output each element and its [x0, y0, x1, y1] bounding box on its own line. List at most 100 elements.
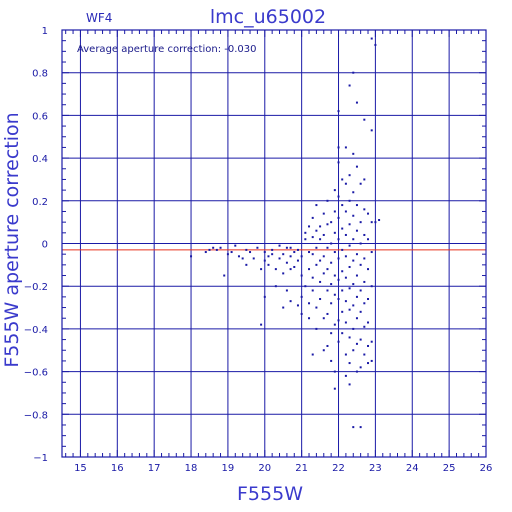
data-point [352, 71, 355, 74]
data-point [344, 276, 347, 279]
x-tick-label: 20 [258, 463, 271, 474]
data-point [319, 225, 322, 228]
y-tick-labels: −1 −0.8 −0.6 −0.4 −0.2 0 0.2 0.4 0.6 0.8 1 [24, 26, 48, 464]
data-point [367, 212, 370, 215]
data-point [348, 265, 351, 268]
data-point [367, 298, 370, 301]
y-tick-label: −0.6 [24, 368, 48, 379]
x-tick-label: 15 [74, 463, 87, 474]
data-point [322, 255, 325, 258]
data-point [355, 342, 358, 345]
y-tick-label: −0.2 [24, 282, 48, 293]
data-point [352, 214, 355, 217]
data-point [330, 332, 333, 335]
data-point [348, 244, 351, 247]
data-point [341, 204, 344, 207]
data-point [344, 255, 347, 258]
data-point [348, 174, 351, 177]
data-point [267, 263, 270, 266]
data-point [355, 253, 358, 256]
data-point [337, 161, 340, 164]
y-tick-label: 0.8 [32, 69, 48, 80]
data-point [352, 152, 355, 155]
data-point [245, 263, 248, 266]
data-point [337, 195, 340, 198]
data-point [322, 272, 325, 275]
data-point [337, 257, 340, 260]
y-tick-label: −0.8 [24, 410, 48, 421]
data-point [274, 285, 277, 288]
data-point [282, 272, 285, 275]
data-point [330, 261, 333, 264]
data-point [333, 293, 336, 296]
data-point [348, 223, 351, 226]
data-point [263, 251, 266, 254]
data-point [315, 263, 318, 266]
x-tick-label: 26 [480, 463, 493, 474]
plot-frame [61, 29, 487, 458]
data-point [337, 238, 340, 241]
data-point [245, 248, 248, 251]
data-point [337, 340, 340, 343]
chip-label: WF4 [86, 11, 112, 25]
data-point [370, 340, 373, 343]
data-point [359, 242, 362, 245]
data-point [344, 321, 347, 324]
data-point [308, 225, 311, 228]
data-point [337, 298, 340, 301]
data-point [333, 387, 336, 390]
data-point [341, 227, 344, 230]
data-point [304, 238, 307, 241]
data-point [315, 246, 318, 249]
data-point [370, 251, 373, 254]
data-point [322, 233, 325, 236]
data-point [359, 263, 362, 266]
data-point [293, 251, 296, 254]
y-tick-label: 0.2 [32, 197, 48, 208]
data-point [341, 270, 344, 273]
data-point [252, 257, 255, 260]
data-point [359, 338, 362, 341]
data-point [315, 306, 318, 309]
data-point [319, 280, 322, 283]
x-tick-label: 22 [332, 463, 345, 474]
data-point [333, 189, 336, 192]
data-point [355, 317, 358, 320]
data-point [234, 244, 237, 247]
data-point [256, 246, 259, 249]
data-point [322, 212, 325, 215]
x-tick-label: 23 [369, 463, 382, 474]
data-point [352, 191, 355, 194]
data-point [352, 349, 355, 352]
data-point [341, 248, 344, 251]
data-point [344, 210, 347, 213]
data-point [319, 238, 322, 241]
data-point [271, 253, 274, 256]
x-tick-label: 21 [295, 463, 308, 474]
data-point [352, 259, 355, 262]
grid [62, 30, 486, 457]
data-point [274, 268, 277, 271]
data-point [322, 317, 325, 320]
data-points [190, 37, 381, 429]
data-point [260, 323, 263, 326]
data-point [333, 231, 336, 234]
y-tick-label: 0.4 [32, 154, 48, 165]
data-point [322, 349, 325, 352]
data-point [319, 259, 322, 262]
x-axis-title: F555W [237, 483, 303, 505]
data-point [344, 233, 347, 236]
data-point [367, 321, 370, 324]
data-point [370, 221, 373, 224]
data-point [249, 251, 252, 254]
data-point [308, 302, 311, 305]
data-point [355, 229, 358, 232]
data-point [326, 344, 329, 347]
data-point [300, 274, 303, 277]
data-point [285, 289, 288, 292]
data-point [359, 289, 362, 292]
data-point [330, 221, 333, 224]
data-point [326, 246, 329, 249]
data-point [278, 257, 281, 260]
